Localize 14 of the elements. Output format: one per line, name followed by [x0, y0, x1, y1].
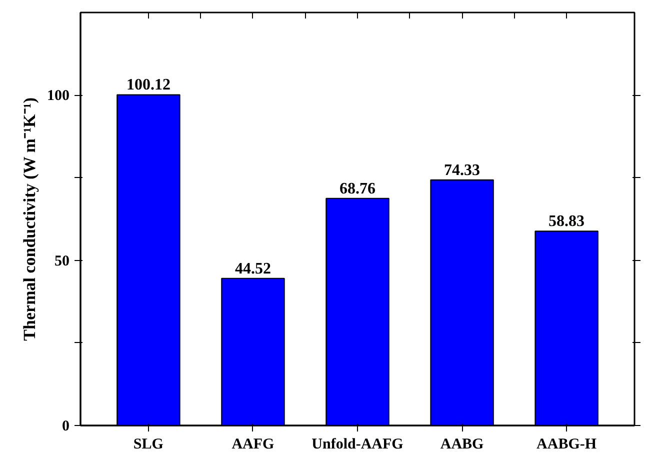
data-label: 44.52	[234, 260, 271, 278]
data-label: 68.76	[340, 180, 376, 198]
y-axis-title: Thermal conductivity (W m⁻¹K⁻¹)	[20, 97, 39, 341]
data-label: 74.33	[444, 162, 480, 179]
data-label: 100.12	[126, 76, 170, 94]
y-tick-label: 100	[47, 88, 70, 104]
x-tick-label: Unfold-AAFG	[312, 436, 404, 452]
x-tick-label: AABG	[440, 436, 484, 452]
x-tick-label: AABG-H	[536, 436, 597, 452]
y-tick-label: 50	[54, 253, 70, 270]
y-tick-label: 0	[62, 418, 70, 434]
x-tick-label: SLG	[133, 436, 164, 452]
x-tick-label: AAFG	[232, 436, 275, 452]
data-label: 58.83	[548, 213, 585, 230]
